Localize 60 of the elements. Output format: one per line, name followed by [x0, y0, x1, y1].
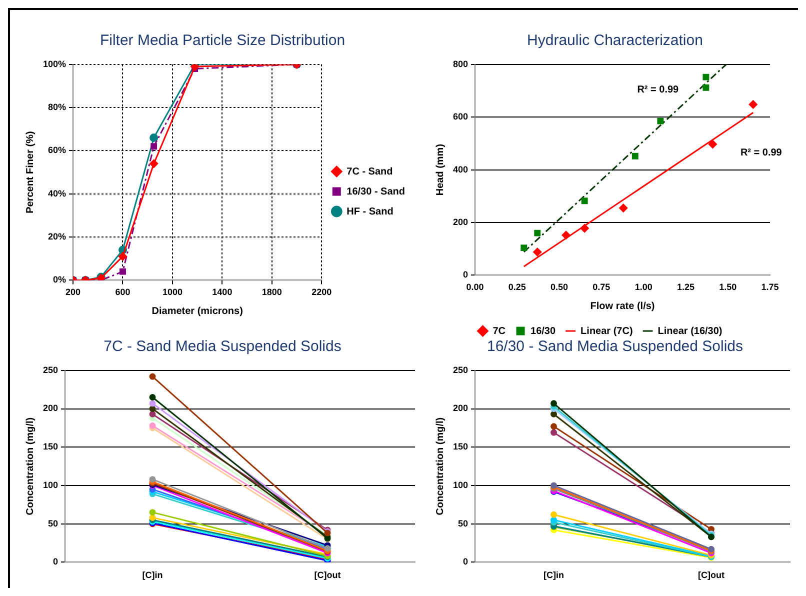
x-tick-label: 0.75: [592, 282, 610, 292]
x-tick-label: 1.25: [676, 282, 694, 292]
y-tick-label: 200: [452, 403, 468, 414]
x-tick-label: 2200: [312, 287, 332, 298]
y-axis-title: Concentration (mg/l): [24, 417, 36, 516]
y-tick-label: 0%: [53, 274, 66, 285]
y-tick-label: 200: [452, 216, 468, 227]
x-tick-label: 1.00: [634, 282, 652, 292]
y-tick-label: 150: [452, 442, 468, 452]
x-tick-label: [C]out: [698, 570, 725, 580]
chart-title: Filter Media Particle Size Distribution: [98, 32, 346, 51]
x-tick-label: 600: [115, 287, 130, 298]
y-tick-label: 150: [42, 442, 58, 452]
y-tick-label: 0: [53, 556, 58, 567]
y-tick-label: 600: [452, 112, 468, 122]
y-tick-label: 400: [452, 164, 468, 174]
legend-label: 7C: [492, 326, 506, 337]
y-axis-title: Concentration (mg/l): [434, 417, 446, 516]
x-tick-label: [C]in: [142, 570, 163, 580]
y-tick-label: 0: [463, 270, 468, 280]
y-tick-label: 40%: [48, 188, 66, 198]
y-tick-label: 50: [458, 518, 468, 528]
legend-label: 16/30 - Sand: [346, 186, 405, 198]
x-tick-label: 1.50: [719, 282, 737, 292]
y-tick-label: 100%: [42, 58, 66, 69]
y-tick-label: 50: [48, 518, 58, 528]
chart-title: Hydraulic Characterization: [526, 32, 704, 51]
x-tick-label: 1000: [162, 287, 182, 298]
x-tick-label: 0.50: [550, 282, 568, 292]
y-tick-label: 250: [42, 364, 58, 375]
y-axis-title: Percent Finer (%): [24, 131, 36, 214]
y-tick-label: 250: [452, 364, 468, 375]
y-tick-label: 80%: [48, 102, 66, 112]
x-axis-title: Flow rate (l/s): [590, 300, 655, 312]
legend-label: Linear (7C): [580, 326, 633, 337]
y-tick-label: 60%: [48, 145, 66, 156]
y-tick-label: 800: [452, 58, 468, 69]
x-tick-label: 1.75: [761, 282, 779, 292]
chart-title: 7C - Sand Media Suspended Solids: [102, 338, 342, 357]
x-axis-title: Diameter (microns): [152, 306, 243, 317]
annotation: R² = 0.99: [637, 84, 680, 96]
y-tick-label: 20%: [48, 232, 66, 242]
y-tick-label: 100: [452, 480, 468, 490]
x-tick-label: [C]out: [314, 570, 341, 580]
y-tick-label: 0: [463, 556, 468, 567]
x-tick-label: 200: [66, 287, 81, 298]
x-tick-label: [C]in: [544, 570, 564, 580]
y-axis-title: Head (mm): [434, 144, 446, 196]
annotation: R² = 0.99: [740, 148, 782, 159]
legend-label: Linear (16/30): [658, 326, 722, 337]
legend-label: 16/30: [530, 326, 556, 337]
x-tick-label: 0.00: [466, 282, 484, 292]
y-tick-label: 200: [42, 403, 58, 414]
legend-label: 7C - Sand: [346, 166, 393, 178]
legend-label: HF - Sand: [346, 206, 394, 218]
y-tick-label: 100: [42, 480, 58, 490]
x-tick-label: 0.25: [508, 282, 526, 292]
chart-title: 16/30 - Sand Media Suspended Solids: [486, 338, 744, 357]
x-tick-label: 1800: [262, 287, 282, 298]
x-tick-label: 1400: [212, 287, 232, 298]
